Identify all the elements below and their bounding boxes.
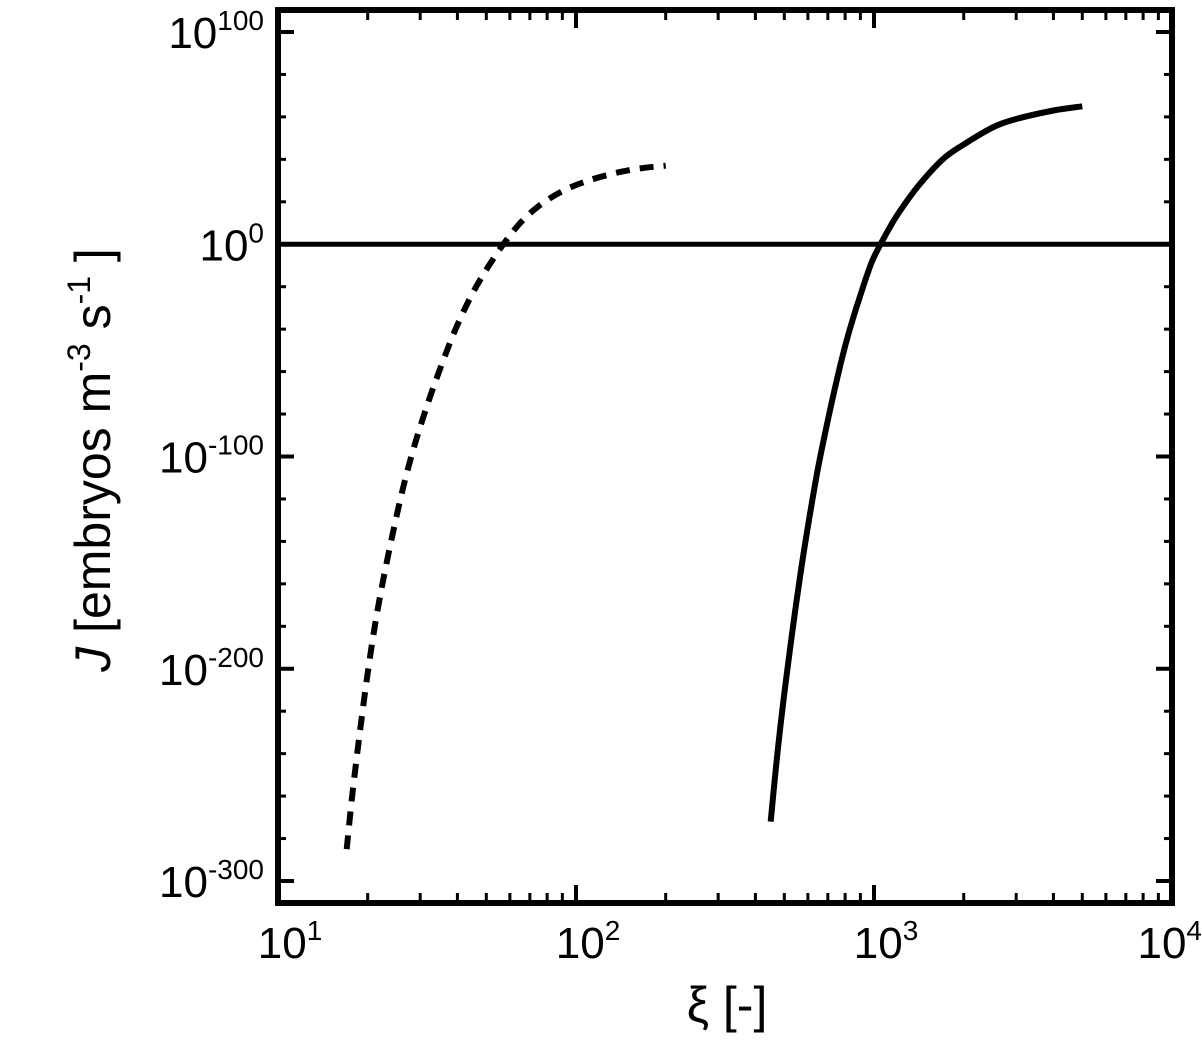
x-tick-labels: 101 102 103 104 <box>258 915 1202 968</box>
plot-frame <box>275 7 1175 906</box>
y-tick-label: 10-300 <box>159 854 264 907</box>
y-axis-mid: s <box>65 304 121 343</box>
series-group <box>343 103 1083 850</box>
y-tick-label: 10-200 <box>159 642 264 695</box>
x-tick-label: 101 <box>258 915 323 968</box>
y-axis-close: ] <box>65 248 121 276</box>
x-tick-label: 104 <box>1137 915 1202 968</box>
series-dashed-line <box>343 162 667 850</box>
x-axis-title: ξ [-] <box>687 977 768 1033</box>
y-tick-label: 100 <box>199 217 264 270</box>
y-axis-text: [embryos m <box>65 372 121 647</box>
y-tick-label: 10100 <box>168 5 264 58</box>
x-tick-label: 102 <box>556 915 621 968</box>
y-tick-labels: 10100 100 10-100 10-200 10-300 <box>159 5 264 907</box>
y-axis-exp1: -3 <box>61 343 97 371</box>
series-solid-line <box>767 103 1083 822</box>
y-axis-exp2: -1 <box>61 276 97 304</box>
x-tick-label: 103 <box>854 915 919 968</box>
y-tick-label: 10-100 <box>159 430 264 483</box>
y-axis-title: J [embryos m-3 s-1 ] <box>61 248 121 673</box>
y-axis-var: J <box>65 646 121 673</box>
